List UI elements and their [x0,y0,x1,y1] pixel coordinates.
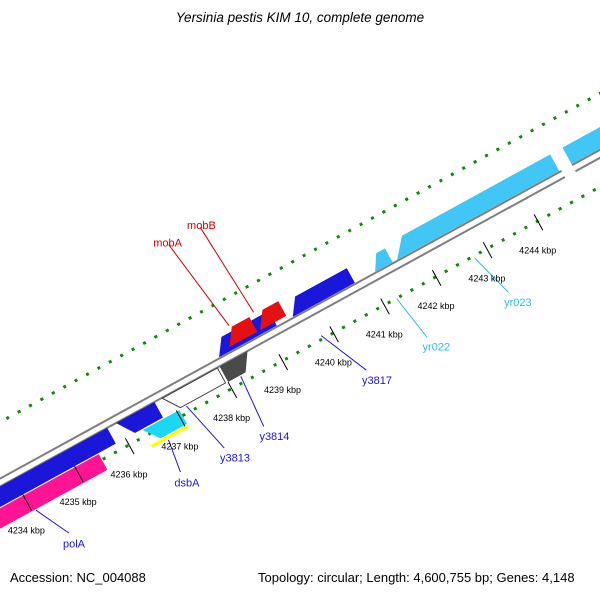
leader-mobb [199,227,255,313]
tick-label-4244: 4244 kbp [519,245,557,256]
tick-label-4240: 4240 kbp [314,357,352,368]
gene-label-moba: mobA [153,237,182,250]
tick-label-4235: 4235 kbp [59,497,97,508]
gene-label-y3817: y3817 [362,374,393,387]
gene-label-yr023: yr023 [504,296,532,309]
leader-pola [35,509,70,534]
gene-unlabeled-cyan-fragment[interactable] [562,75,600,165]
accession-text: Accession: NC_004088 [10,570,146,585]
gene-label-mobb: mobB [187,219,216,232]
gene-label-y3814: y3814 [259,431,290,444]
gene-label-dsba: dsbA [174,477,200,490]
genome-info-text: Topology: circular; Length: 4,600,755 bp… [258,570,575,585]
gene-label-yr022: yr022 [422,341,451,354]
tick-label-4237: 4237 kbp [161,441,199,452]
tick-label-4236: 4236 kbp [110,469,148,480]
tick-label-4234: 4234 kbp [7,525,45,536]
tick-label-4242: 4242 kbp [417,301,455,312]
tick-label-4243: 4243 kbp [468,273,506,284]
genome-title: Yersinia pestis KIM 10, complete genome [175,10,425,25]
tick-label-4238: 4238 kbp [213,413,251,424]
gene-label-y3813: y3813 [219,452,250,465]
gene-label-pola: polA [62,538,86,551]
genome-axis-segment [0,169,566,545]
leader-moba [168,244,230,326]
tick-label-4239: 4239 kbp [263,385,302,396]
tick-label-4241: 4241 kbp [365,329,403,340]
gene-yr023[interactable] [388,154,559,260]
gene-y3813[interactable] [161,367,227,414]
